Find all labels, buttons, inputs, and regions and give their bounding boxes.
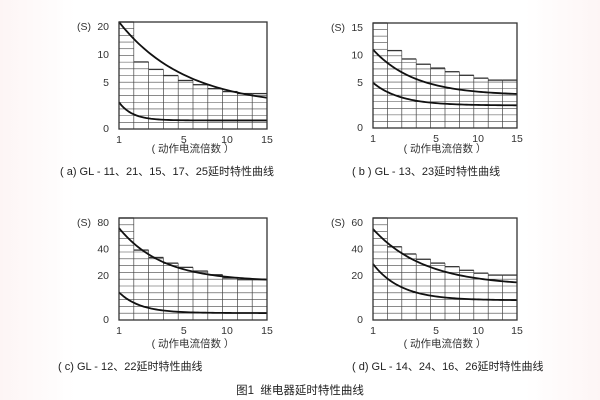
svg-text:( 动作电流倍数 ）: ( 动作电流倍数 ） (152, 337, 235, 350)
svg-text:5: 5 (433, 325, 439, 337)
svg-text:10: 10 (97, 49, 109, 61)
svg-text:20: 20 (351, 270, 363, 282)
svg-text:20: 20 (97, 270, 109, 282)
svg-text:0: 0 (103, 123, 109, 135)
svg-text:( 动作电流倍数 ）: ( 动作电流倍数 ） (404, 142, 487, 155)
svg-text:5: 5 (103, 77, 109, 89)
svg-text:15: 15 (261, 134, 273, 146)
svg-text:15: 15 (351, 22, 363, 34)
svg-text:10: 10 (472, 325, 484, 337)
svg-text:60: 60 (351, 217, 363, 229)
svg-text:0: 0 (357, 122, 363, 134)
svg-text:( 动作电流倍数 ）: ( 动作电流倍数 ） (404, 337, 487, 350)
svg-text:1: 1 (116, 134, 122, 146)
svg-text:10: 10 (351, 50, 363, 62)
svg-text:1: 1 (370, 325, 376, 337)
svg-text:1: 1 (116, 325, 122, 337)
svg-text:15: 15 (511, 325, 523, 337)
svg-text:1: 1 (370, 133, 376, 145)
svg-text:0: 0 (357, 314, 363, 326)
svg-text:(S): (S) (77, 217, 91, 229)
svg-text:( 动作电流倍数 ）: ( 动作电流倍数 ） (152, 142, 235, 155)
svg-text:15: 15 (261, 325, 273, 337)
svg-text:5: 5 (181, 325, 187, 337)
svg-text:5: 5 (357, 77, 363, 89)
svg-text:(S): (S) (331, 22, 345, 34)
svg-text:15: 15 (511, 133, 523, 145)
svg-text:0: 0 (103, 314, 109, 326)
svg-text:40: 40 (97, 244, 109, 256)
svg-text:40: 40 (351, 244, 363, 256)
svg-text:(S): (S) (331, 217, 345, 229)
svg-text:80: 80 (97, 217, 109, 229)
svg-text:(S): (S) (77, 21, 91, 33)
svg-text:10: 10 (221, 325, 233, 337)
svg-text:20: 20 (97, 21, 109, 33)
